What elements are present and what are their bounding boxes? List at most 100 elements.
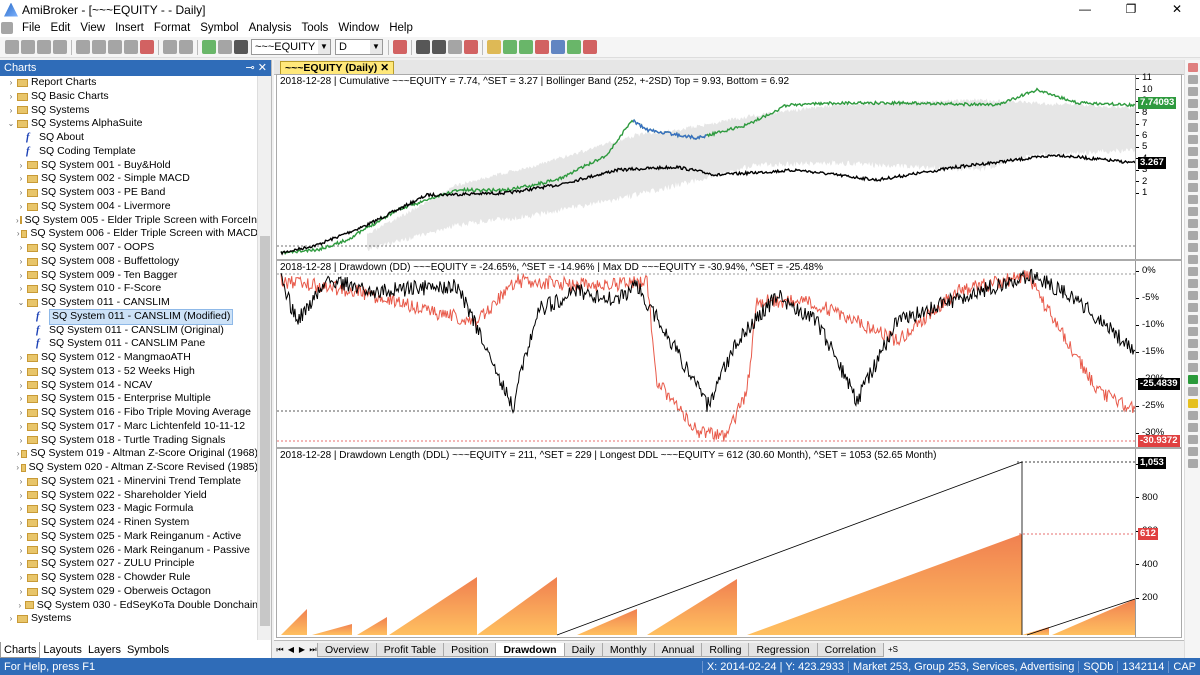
tree-item[interactable]: › Report Charts bbox=[0, 76, 258, 90]
menu-symbol[interactable]: Symbol bbox=[200, 22, 239, 34]
chevron-down-icon[interactable]: ▼ bbox=[318, 40, 330, 54]
tree-item[interactable]: ⌄ SQ System 011 - CANSLIM bbox=[0, 296, 258, 310]
tab-layers[interactable]: Layers bbox=[87, 644, 121, 656]
maximize-button[interactable]: ❐ bbox=[1125, 2, 1137, 16]
tree-item[interactable]: › SQ System 008 - Buffettology bbox=[0, 255, 258, 269]
tree-item[interactable]: › SQ System 015 - Enterprise Multiple bbox=[0, 392, 258, 406]
magnet-icon[interactable] bbox=[464, 40, 478, 54]
tree-item[interactable]: f SQ Coding Template bbox=[0, 145, 258, 159]
drawing-tool-icon[interactable] bbox=[1188, 99, 1198, 108]
pin-icon[interactable]: ⊸ ✕ bbox=[245, 62, 268, 74]
save-all-icon[interactable] bbox=[53, 40, 67, 54]
drawing-tool-icon[interactable] bbox=[1188, 75, 1198, 84]
sheet-tab-overview[interactable]: Overview bbox=[317, 642, 377, 657]
expand-icon[interactable]: › bbox=[9, 614, 13, 624]
drawing-tool-icon[interactable] bbox=[1188, 267, 1198, 276]
menu-help[interactable]: Help bbox=[389, 22, 413, 34]
expand-icon[interactable]: › bbox=[19, 559, 23, 569]
expand-icon[interactable]: › bbox=[19, 476, 23, 486]
drawing-tool-icon[interactable] bbox=[1188, 411, 1198, 420]
drawdown-plot[interactable] bbox=[277, 261, 1137, 447]
menu-window[interactable]: Window bbox=[338, 22, 380, 34]
tree-item[interactable]: › SQ System 025 - Mark Reinganum - Active bbox=[0, 530, 258, 544]
drawing-tool-icon[interactable] bbox=[1188, 219, 1198, 228]
expand-icon[interactable]: › bbox=[16, 463, 20, 472]
cumulative-plot[interactable] bbox=[277, 75, 1137, 259]
expand-icon[interactable]: ⌄ bbox=[17, 298, 25, 307]
print-icon[interactable] bbox=[76, 40, 90, 54]
chart-down-icon[interactable] bbox=[535, 40, 549, 54]
sheet-tab-rolling[interactable]: Rolling bbox=[701, 642, 750, 657]
menu-format[interactable]: Format bbox=[153, 22, 191, 34]
menu-view[interactable]: View bbox=[80, 22, 106, 34]
tab-layouts[interactable]: Layouts bbox=[43, 644, 82, 656]
back-icon[interactable] bbox=[202, 40, 216, 54]
expand-icon[interactable]: › bbox=[19, 256, 23, 266]
expand-icon[interactable]: › bbox=[19, 504, 23, 514]
tree-item[interactable]: f SQ System 011 - CANSLIM (Modified) bbox=[0, 308, 258, 325]
tree-item[interactable]: f SQ System 011 - CANSLIM (Original) bbox=[0, 324, 258, 338]
tree-item[interactable]: › SQ System 023 - Magic Formula bbox=[0, 502, 258, 516]
stop-icon[interactable] bbox=[583, 40, 597, 54]
copy-icon[interactable] bbox=[108, 40, 122, 54]
cut-icon[interactable] bbox=[92, 40, 106, 54]
pencil-icon[interactable] bbox=[448, 40, 462, 54]
expand-icon[interactable]: › bbox=[9, 91, 13, 101]
drawing-tool-icon[interactable] bbox=[1188, 63, 1198, 72]
expand-icon[interactable]: › bbox=[19, 380, 23, 390]
tree-item[interactable]: › SQ System 009 - Ten Bagger bbox=[0, 269, 258, 283]
save-icon[interactable] bbox=[37, 40, 51, 54]
expand-icon[interactable]: › bbox=[19, 394, 23, 404]
tree-item[interactable]: f SQ About bbox=[0, 131, 258, 145]
ray-tool-icon[interactable] bbox=[432, 40, 446, 54]
minimize-button[interactable]: — bbox=[1079, 2, 1091, 16]
tree-item[interactable]: › SQ System 021 - Minervini Trend Templat… bbox=[0, 475, 258, 489]
tree-item[interactable]: › SQ Basic Charts bbox=[0, 90, 258, 104]
drawing-tool-icon[interactable] bbox=[1188, 279, 1198, 288]
tab-charts[interactable]: Charts bbox=[0, 642, 41, 658]
prev-sheet-icon[interactable]: ◀ bbox=[287, 645, 295, 654]
scan-icon[interactable] bbox=[567, 40, 581, 54]
sheet-tab-profit-table[interactable]: Profit Table bbox=[375, 642, 445, 657]
drawing-tool-icon[interactable] bbox=[1188, 255, 1198, 264]
tree-scrollbar[interactable] bbox=[257, 76, 271, 640]
drawing-tool-icon[interactable] bbox=[1188, 387, 1198, 396]
tree-item[interactable]: › SQ System 019 - Altman Z-Score Original… bbox=[0, 447, 258, 461]
drawing-tool-icon[interactable] bbox=[1188, 123, 1198, 132]
paste-icon[interactable] bbox=[124, 40, 138, 54]
sheet-tab-regression[interactable]: Regression bbox=[748, 642, 818, 657]
tree-item[interactable]: › SQ System 028 - Chowder Rule bbox=[0, 571, 258, 585]
drawing-tool-icon[interactable] bbox=[1188, 339, 1198, 348]
sheet-tab-annual[interactable]: Annual bbox=[653, 642, 703, 657]
expand-icon[interactable]: › bbox=[9, 78, 13, 87]
expand-icon[interactable]: › bbox=[19, 270, 23, 280]
drawing-tool-icon[interactable] bbox=[1188, 147, 1198, 156]
tree-item[interactable]: ⌄ SQ Systems AlphaSuite bbox=[0, 117, 258, 131]
drawing-tool-icon[interactable] bbox=[1188, 291, 1198, 300]
expand-icon[interactable]: › bbox=[19, 531, 23, 541]
drawing-tool-icon[interactable] bbox=[1188, 447, 1198, 456]
sheet-tab-monthly[interactable]: Monthly bbox=[601, 642, 655, 657]
tree-item[interactable]: › SQ System 014 - NCAV bbox=[0, 379, 258, 393]
tree-item[interactable]: › SQ System 010 - F-Score bbox=[0, 282, 258, 296]
expand-icon[interactable]: › bbox=[19, 366, 23, 376]
drawdown-pane[interactable]: 2018-12-28 | Drawdown (DD) ~~~EQUITY = -… bbox=[276, 260, 1182, 448]
drawing-tool-icon[interactable] bbox=[1188, 183, 1198, 192]
tree-item[interactable]: › SQ System 026 - Mark Reinganum - Passiv… bbox=[0, 544, 258, 558]
expand-icon[interactable]: › bbox=[19, 284, 23, 294]
drawing-tool-icon[interactable] bbox=[1188, 243, 1198, 252]
menu-tools[interactable]: Tools bbox=[301, 22, 329, 34]
drawing-tool-icon[interactable] bbox=[1188, 171, 1198, 180]
tree-item[interactable]: › SQ System 029 - Oberweis Octagon bbox=[0, 585, 258, 599]
expand-icon[interactable]: › bbox=[19, 490, 23, 500]
tab-symbols[interactable]: Symbols bbox=[126, 644, 170, 656]
tree-item[interactable]: › SQ System 016 - Fibo Triple Moving Aver… bbox=[0, 406, 258, 420]
forward-icon[interactable] bbox=[218, 40, 232, 54]
drawing-tool-icon[interactable] bbox=[1188, 195, 1198, 204]
menu-file[interactable]: File bbox=[22, 22, 41, 34]
doc-tab-equity[interactable]: ~~~EQUITY (Daily) ✕ bbox=[280, 61, 395, 75]
sheet-tab-position[interactable]: Position bbox=[443, 642, 497, 657]
drawing-tool-icon[interactable] bbox=[1188, 135, 1198, 144]
add-sheet-button[interactable]: +S bbox=[887, 645, 898, 654]
tree-item[interactable]: f SQ System 011 - CANSLIM Pane bbox=[0, 337, 258, 351]
